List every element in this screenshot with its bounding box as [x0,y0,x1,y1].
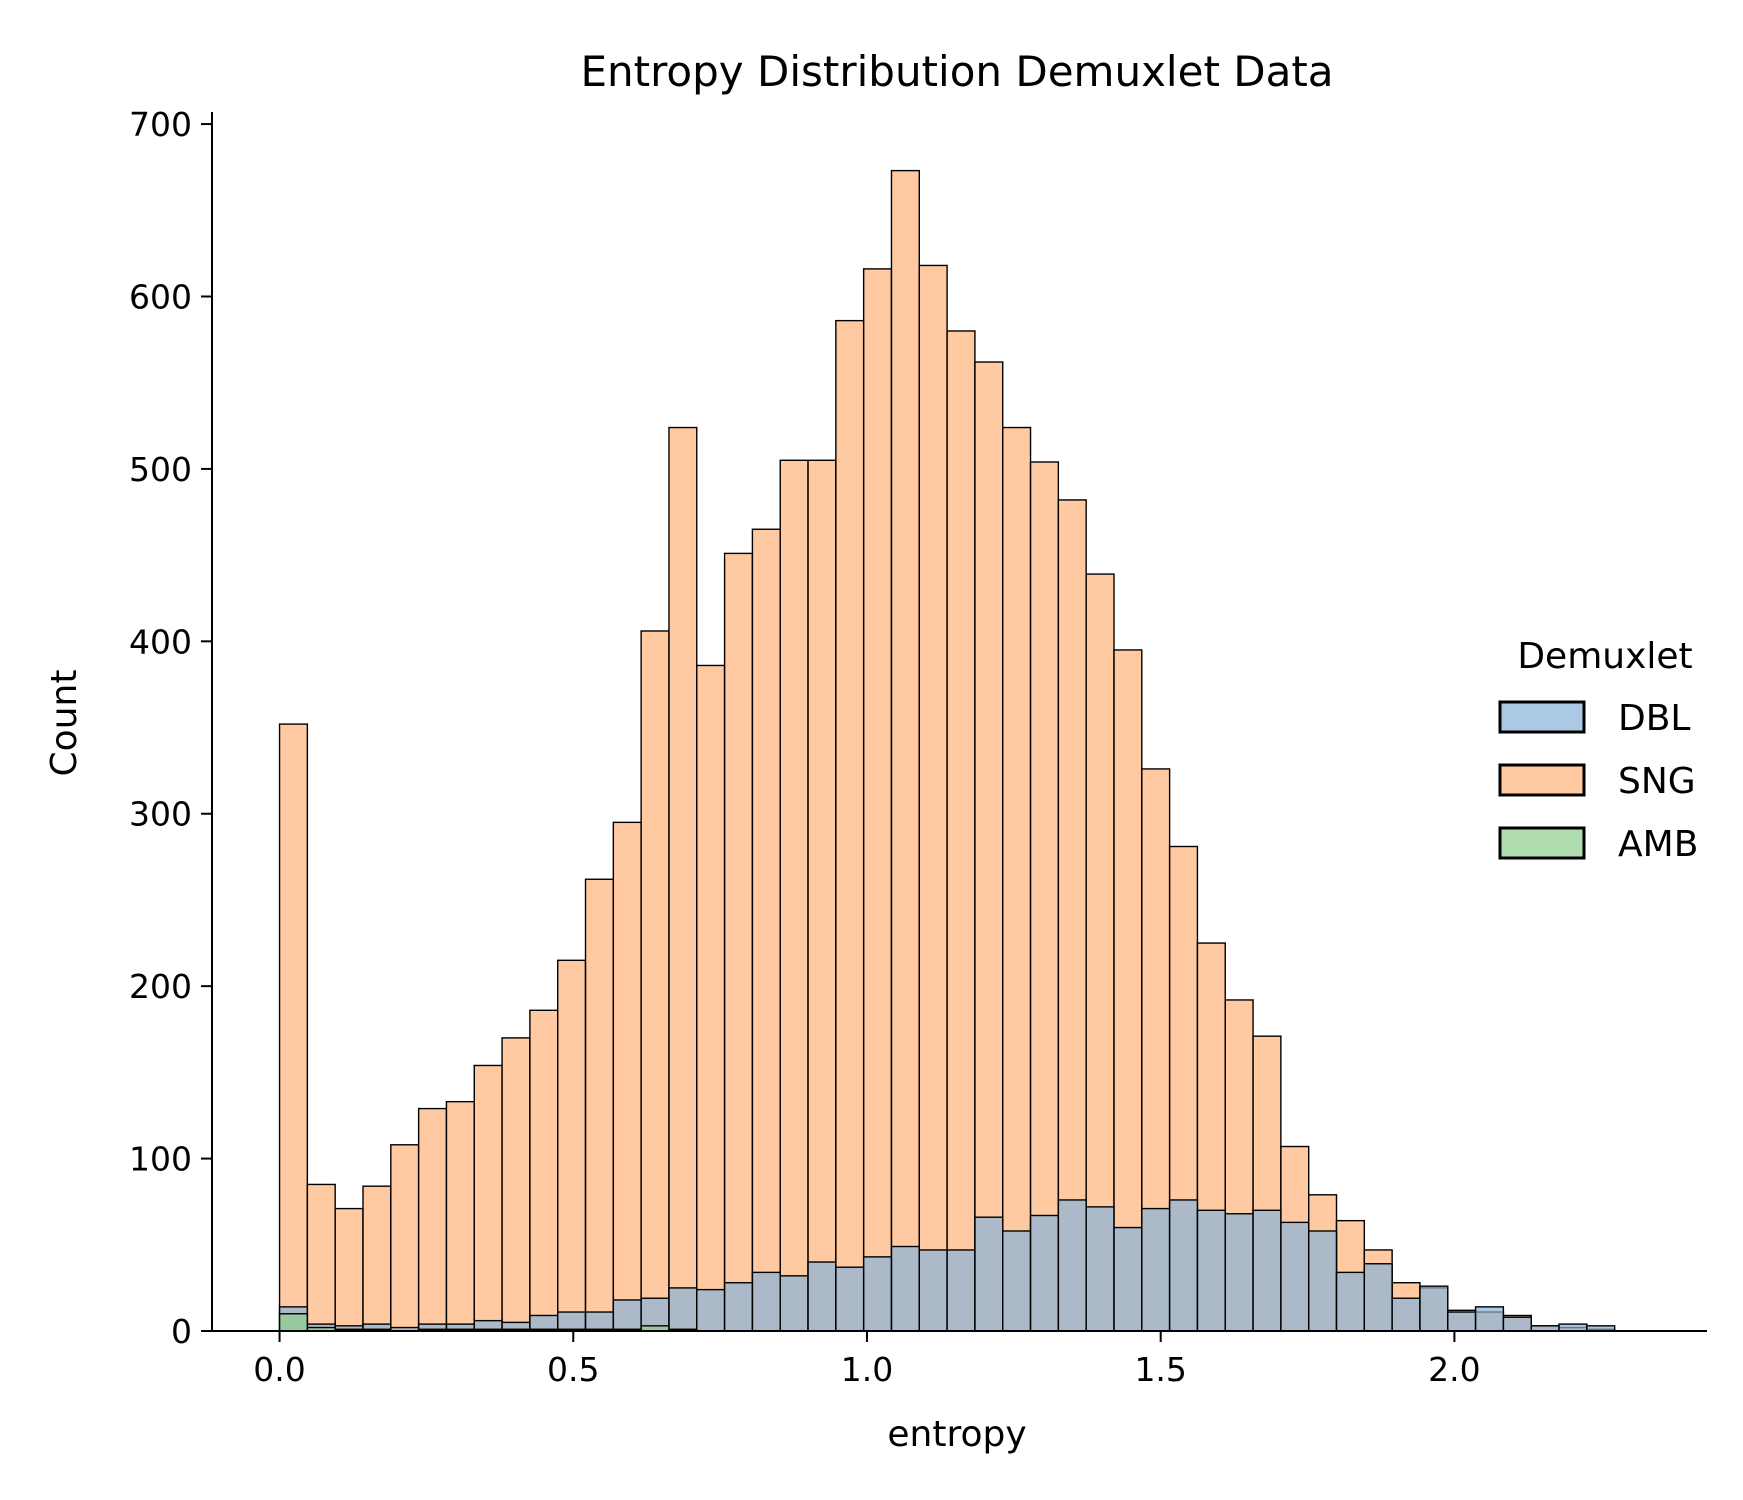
y-axis-label: Count [44,670,85,777]
bar-dbl-24 [946,1249,976,1332]
bar-dbl-38 [1335,1271,1366,1332]
x-tick-label-0: 0.0 [253,1350,305,1389]
legend-swatch-sng [1498,763,1586,797]
bar-dbl-46 [1558,1323,1588,1332]
bar-dbl-41 [1419,1285,1449,1332]
y-tick-label-3: 300 [129,795,192,834]
bar-sng-21 [862,268,893,1332]
bar-sng-9 [529,1009,559,1332]
bar-sng-14 [668,426,698,1332]
legend-label-amb: AMB [1618,824,1698,865]
bar-sng-26 [1002,426,1032,1332]
y-tick-label-4: 400 [129,622,192,661]
bar-sng-22 [890,169,920,1332]
y-tick-label-1: 100 [129,1140,192,1179]
bar-sng-2 [334,1207,364,1332]
x-tick-label-4: 2.0 [1428,1350,1480,1389]
bar-amb-0 [278,1313,309,1332]
bar-sng-6 [445,1100,475,1332]
bar-sng-29 [1085,573,1115,1332]
bar-dbl-34 [1224,1213,1254,1332]
bar-sng-15 [696,664,726,1332]
bar-dbl-30 [1113,1226,1143,1332]
bar-sng-12 [612,821,642,1332]
bar-dbl-40 [1391,1297,1421,1332]
bar-sng-25 [974,361,1004,1332]
bar-sng-11 [584,878,615,1332]
y-tick-label-5: 500 [129,450,192,489]
x-tick-label-3: 1.5 [1134,1350,1186,1389]
bar-dbl-33 [1196,1209,1226,1332]
bar-sng-24 [946,330,976,1332]
bar-dbl-37 [1307,1230,1338,1332]
bar-dbl-44 [1502,1316,1532,1332]
bar-dbl-32 [1168,1199,1199,1332]
bar-dbl-42 [1447,1311,1477,1332]
bar-dbl-20 [835,1266,865,1332]
legend-entries: DBL SNG AMB [1498,698,1698,865]
bars-layer [278,169,1616,1332]
bar-dbl-25 [974,1216,1004,1332]
y-tick-label-2: 200 [129,967,192,1006]
y-tick-label-7: 700 [129,105,192,144]
bar-dbl-12 [612,1299,642,1332]
bar-sng-1 [306,1183,336,1332]
bar-sng-10 [557,959,587,1332]
bar-sng-5 [417,1107,448,1332]
legend-title: Demuxlet [1517,636,1692,677]
bar-dbl-26 [1002,1230,1032,1332]
bar-sng-17 [751,528,781,1332]
y-tick-label-0: 0 [171,1312,192,1351]
bar-sng-16 [723,552,754,1332]
bar-dbl-19 [807,1261,837,1332]
bar-dbl-43 [1474,1306,1505,1332]
bar-sng-23 [918,264,948,1332]
y-tick-label-6: 600 [129,277,192,316]
bar-dbl-36 [1280,1221,1310,1332]
bar-dbl-15 [696,1288,726,1332]
bar-sng-19 [807,459,837,1332]
bar-sng-27 [1029,461,1060,1332]
legend-swatch-dbl [1498,700,1586,734]
bar-sng-28 [1057,499,1087,1332]
bar-sng-20 [835,319,865,1332]
bar-sng-30 [1113,649,1143,1332]
chart-title: Entropy Distribution Demuxlet Data [580,47,1333,96]
bar-dbl-16 [723,1282,754,1332]
x-tick-label-1: 0.5 [547,1350,599,1389]
bar-dbl-28 [1057,1199,1087,1332]
legend-swatch-amb [1498,826,1586,860]
bar-sng-3 [362,1185,392,1332]
legend-label-sng: SNG [1618,761,1696,802]
bar-dbl-18 [779,1275,809,1332]
x-tick-label-2: 1.0 [841,1350,893,1389]
bar-dbl-31 [1141,1207,1171,1332]
bar-dbl-22 [890,1245,920,1332]
bar-dbl-39 [1363,1263,1393,1332]
bar-dbl-29 [1085,1206,1115,1332]
bar-dbl-35 [1252,1209,1282,1332]
bar-dbl-23 [918,1249,948,1332]
x-axis-label: entropy [887,1414,1026,1455]
bar-sng-4 [390,1144,420,1332]
bar-dbl-10 [557,1311,587,1332]
bar-dbl-27 [1029,1214,1060,1332]
bar-sng-18 [779,459,809,1332]
legend: Demuxlet DBL SNG AMB [1498,636,1698,865]
legend-label-dbl: DBL [1618,698,1690,739]
bar-dbl-21 [862,1256,893,1332]
bar-sng-8 [501,1037,531,1332]
bar-dbl-11 [584,1311,615,1332]
bar-dbl-17 [751,1271,781,1332]
bar-dbl-14 [668,1287,698,1332]
bar-sng-13 [640,630,670,1332]
axes-layer: 0.0 0.5 1.0 1.5 2.0 0 100 200 300 400 500 600 700 [129,105,1707,1389]
bar-sng-7 [473,1064,503,1332]
bar-sng-0 [278,723,309,1332]
